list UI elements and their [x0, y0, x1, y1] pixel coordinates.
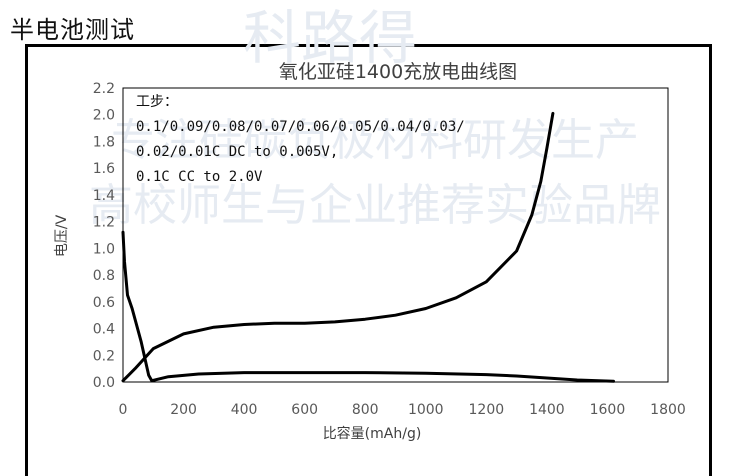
y-tick-label: 0.2: [93, 348, 115, 364]
x-tick-label: 1400: [529, 402, 565, 418]
y-tick-label: 1.4: [93, 188, 115, 204]
x-tick-label: 400: [231, 402, 258, 418]
annotation-line: 工步：: [136, 94, 178, 110]
chart-title: 氧化亚硅1400充放电曲线图: [279, 61, 517, 83]
annotation-line: 0.1C CC to 2.0V: [136, 169, 263, 185]
y-tick-label: 0.0: [93, 375, 115, 391]
y-tick-label: 1.8: [93, 134, 115, 150]
step-annotation: 工步： 0.1/0.09/0.08/0.07/0.06/0.05/0.04/0.0…: [136, 94, 465, 185]
y-axis-label: 电压/V: [54, 214, 70, 257]
series-lines: [121, 111, 615, 383]
y-tick-label: 0.4: [93, 322, 115, 338]
y-tick-label: 0.8: [93, 268, 115, 284]
page-heading: 半电池测试: [10, 16, 135, 44]
watermark-line-3: 高校师生与企业推荐实验品牌: [89, 180, 661, 231]
y-tick-label: 1.0: [93, 241, 115, 257]
y-tick-label: 1.2: [93, 215, 115, 231]
x-tick-label: 1200: [469, 402, 505, 418]
y-tick-label: 2.2: [93, 81, 115, 97]
x-tick-label: 600: [291, 402, 318, 418]
charge-curve: [121, 111, 555, 383]
y-tick-labels: 0.0 0.2 0.4 0.6 0.8 1.0 1.2 1.4 1.6 1.8 2.0 2.2: [93, 81, 115, 391]
watermark: 科路得 专注硅碳负极材料研发生产 高校师生与企业推荐实验品牌: [89, 4, 661, 231]
y-tick-label: 0.6: [93, 295, 115, 311]
x-tick-label: 200: [170, 402, 197, 418]
annotation-line: 0.1/0.09/0.08/0.07/0.06/0.05/0.04/0.03/: [136, 119, 465, 135]
y-tick-label: 2.0: [93, 108, 115, 124]
x-tick-labels: 0 200 400 600 800 1000 1200 1400 1600 1800: [119, 402, 686, 418]
discharge-curve: [121, 230, 615, 383]
x-tick-label: 0: [119, 402, 128, 418]
chart-frame: [25, 44, 712, 476]
y-tick-label: 1.6: [93, 161, 115, 177]
x-axis-label: 比容量(mAh/g): [323, 425, 422, 442]
x-tick-label: 800: [352, 402, 379, 418]
x-tick-label: 1600: [590, 402, 626, 418]
annotation-line: 0.02/0.01C DC to 0.005V,: [136, 144, 338, 160]
x-tick-label: 1800: [650, 402, 686, 418]
watermark-line-1: 科路得: [243, 4, 417, 72]
x-tick-label: 1000: [408, 402, 444, 418]
